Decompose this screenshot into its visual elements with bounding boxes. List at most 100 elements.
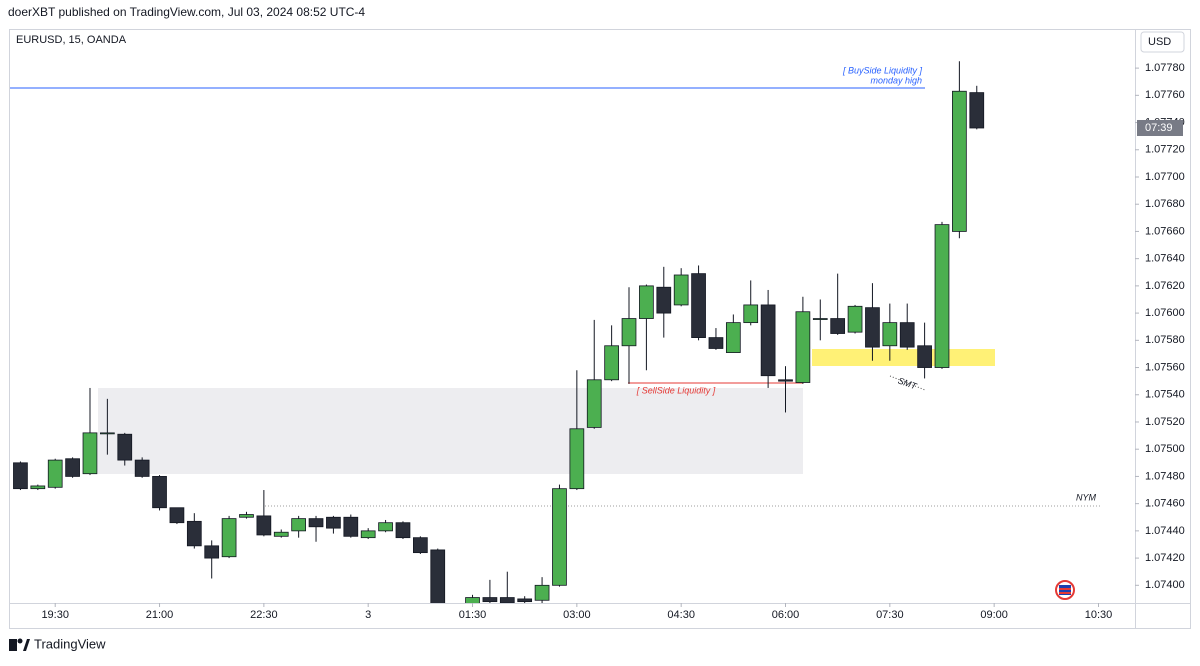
candle-body (499, 597, 515, 603)
candle-body (482, 597, 498, 603)
countdown-box (1137, 119, 1183, 136)
candle-body (795, 311, 811, 383)
currency: USD (1148, 36, 1171, 48)
y-tick-label: 1.07780 (1145, 62, 1185, 74)
candle-body (343, 516, 359, 537)
candle-body (378, 522, 393, 532)
buyside-label: [ BuySide Liquidity ] (842, 65, 923, 75)
candle-body (152, 476, 167, 509)
candle-body (604, 345, 619, 381)
candle-body (134, 459, 150, 477)
candle-body (30, 485, 46, 490)
candle-body (673, 274, 689, 306)
candle-body (117, 433, 133, 461)
candle-body (221, 518, 237, 558)
x-tick-label: 21:00 (146, 609, 174, 621)
x-tick-label: 22:30 (250, 609, 278, 621)
y-tick-label: 1.07420 (1145, 552, 1185, 564)
y-tick-label: 1.07720 (1145, 144, 1185, 156)
x-tick-label: 10:30 (1085, 609, 1113, 621)
candle-body (934, 224, 950, 368)
brand: TradingView (34, 636, 106, 651)
candle-body (725, 322, 741, 353)
flag-icon (1055, 580, 1075, 600)
candle-body (586, 379, 602, 428)
candle-body (65, 458, 80, 477)
y-tick-label: 1.07480 (1145, 470, 1185, 482)
y-tick-label: 1.07600 (1145, 307, 1185, 319)
candle-body (899, 322, 915, 348)
candle-body (273, 531, 289, 537)
candle-body (882, 322, 898, 347)
y-tick-label: 1.07620 (1145, 280, 1185, 292)
candle-body (691, 273, 706, 338)
candle-body (308, 518, 324, 528)
candle-body (169, 507, 185, 524)
candle-body (534, 584, 550, 601)
y-tick-label: 1.07580 (1145, 334, 1185, 346)
candle-body (395, 522, 411, 539)
candle-body (952, 90, 967, 232)
x-tick-label: 19:30 (41, 609, 69, 621)
nym-label: NYM (1076, 492, 1097, 502)
candle-body (812, 318, 828, 320)
candle-body (239, 514, 254, 518)
currency-box (1140, 31, 1185, 53)
yellow-zone (812, 349, 995, 366)
y-tick-label: 1.07400 (1145, 579, 1185, 591)
smt-line (889, 375, 926, 391)
countdown: 07:39 (1145, 122, 1173, 134)
y-tick-label: 1.07540 (1145, 389, 1185, 401)
candle-body (778, 379, 793, 382)
x-tick-label: 03:00 (563, 609, 591, 621)
candle-body (656, 286, 672, 314)
published-line: doerXBT published on TradingView.com, Ju… (8, 5, 365, 19)
candle-body (430, 549, 446, 603)
x-tick-label: 07:30 (876, 609, 904, 621)
candle-body (47, 459, 63, 488)
y-tick-label: 1.07640 (1145, 253, 1185, 265)
x-tick-label: 04:30 (667, 609, 695, 621)
candles (13, 61, 985, 603)
candle-body (708, 337, 724, 349)
candle-body (82, 432, 98, 475)
candle-body (413, 537, 428, 554)
x-tick-label: 06:00 (772, 609, 800, 621)
y-tick-label: 1.07460 (1145, 498, 1185, 510)
candle-body (552, 488, 567, 586)
candle-body (517, 598, 533, 603)
candle-body (465, 597, 480, 603)
candle-body (743, 304, 759, 324)
y-tick-label: 1.07500 (1145, 443, 1185, 455)
candle-body (100, 432, 115, 435)
y-tick-label: 1.07680 (1145, 198, 1185, 210)
sellside-label: [ SellSide Liquidity ] (636, 385, 716, 395)
candle-body (569, 428, 585, 490)
tv-logo (9, 638, 30, 651)
monday-high-label: monday high (870, 75, 922, 85)
candle-body (326, 516, 341, 529)
gray-zone (98, 388, 803, 474)
candle-body (917, 345, 932, 368)
y-tick-label: 1.07440 (1145, 525, 1185, 537)
symbol-title: EURUSD, 15, OANDA (16, 34, 127, 46)
y-tick-label: 1.07760 (1145, 89, 1185, 101)
y-tick-label: 1.07560 (1145, 361, 1185, 373)
candle-body (360, 530, 376, 539)
candle-body (760, 304, 776, 377)
x-tick-label: 01:30 (459, 609, 487, 621)
candle-body (13, 462, 28, 490)
candle-body (186, 520, 202, 547)
candle-body (204, 545, 220, 559)
candle-body (847, 305, 863, 333)
y-tick-label: 1.07700 (1145, 171, 1185, 183)
candle-body (830, 318, 846, 334)
candle-body (639, 285, 654, 319)
y-tick-label: 1.07520 (1145, 416, 1185, 428)
smt-label: SMT (897, 375, 920, 391)
chart-frame (9, 29, 1191, 629)
candle-body (621, 318, 637, 347)
candle-body (256, 515, 272, 536)
